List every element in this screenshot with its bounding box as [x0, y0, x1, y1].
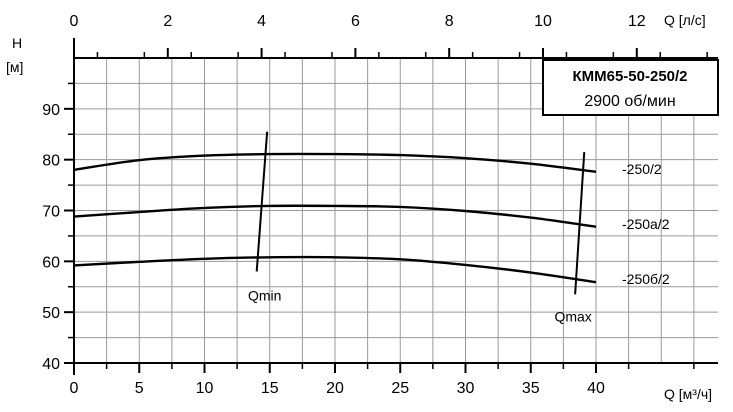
y-tick-label: 70 [42, 204, 60, 221]
x-bottom-tick-label: 35 [522, 380, 540, 397]
annotations: Qmin Qmax [248, 131, 592, 324]
y-tick-label: 90 [42, 102, 60, 119]
x-top-tick-label: 10 [534, 13, 552, 30]
y-tick-label: 40 [42, 356, 60, 373]
chart-subtitle: 2900 об/мин [584, 93, 675, 110]
x-bottom-axis-label: Q [м³/ч] [664, 386, 712, 402]
curve-label-3: -250б/2 [622, 271, 670, 287]
x-top-tick-label: 8 [445, 13, 454, 30]
y-tick-label: 60 [42, 254, 60, 271]
y-tick-label: 50 [42, 305, 60, 322]
limit-line-2 [574, 151, 586, 295]
x-top-tick-label: 12 [628, 13, 646, 30]
x-top-axis-label: Q [л/с] [664, 12, 706, 28]
y-axis-unit: [м] [6, 59, 23, 75]
curve-label-1: -250/2 [622, 161, 662, 177]
axes: 0 5 10 15 20 25 30 35 40 0 2 4 6 8 10 12 40 50 60 70 80 90 [42, 13, 718, 397]
title-box-frame [542, 59, 719, 116]
curve-label-2: -250а/2 [622, 216, 670, 232]
title-box: КММ65-50-250/2 2900 об/мин [542, 59, 719, 116]
x-top-tick-label: 0 [70, 13, 79, 30]
curve-2 [73, 204, 597, 228]
y-tick-label: 80 [42, 153, 60, 170]
x-bottom-tick-label: 20 [326, 380, 344, 397]
curve-3 [73, 255, 597, 284]
x-bottom-tick-label: 10 [196, 380, 214, 397]
limit-label-2: Qmax [554, 308, 591, 324]
curves: -250/2 -250а/2 -250б/2 [73, 152, 670, 287]
x-top-tick-label: 4 [257, 13, 266, 30]
chart-title: КММ65-50-250/2 [572, 68, 687, 85]
x-bottom-tick-label: 40 [587, 380, 605, 397]
x-bottom-tick-label: 5 [135, 380, 144, 397]
x-top-tick-label: 2 [163, 13, 172, 30]
x-bottom-tick-label: 30 [457, 380, 475, 397]
curve-1 [73, 152, 597, 174]
x-bottom-tick-label: 0 [70, 380, 79, 397]
limit-label-1: Qmin [248, 288, 281, 304]
y-axis-label: Н [12, 35, 22, 51]
x-bottom-tick-label: 15 [261, 380, 279, 397]
limit-line-1 [255, 131, 269, 272]
x-top-tick-label: 6 [351, 13, 360, 30]
x-bottom-tick-label: 25 [391, 380, 409, 397]
